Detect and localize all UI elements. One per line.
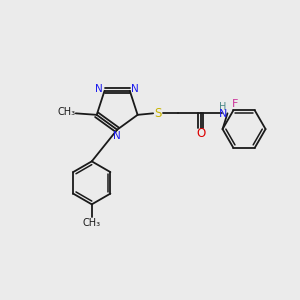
Text: H: H: [219, 102, 226, 112]
Text: CH₃: CH₃: [57, 107, 75, 117]
Text: CH₃: CH₃: [83, 218, 101, 228]
Text: F: F: [232, 99, 238, 109]
Text: S: S: [154, 107, 162, 120]
Text: O: O: [196, 127, 205, 140]
Text: N: N: [131, 84, 139, 94]
Text: N: N: [113, 131, 121, 141]
Text: N: N: [95, 84, 103, 94]
Text: N: N: [218, 109, 227, 119]
